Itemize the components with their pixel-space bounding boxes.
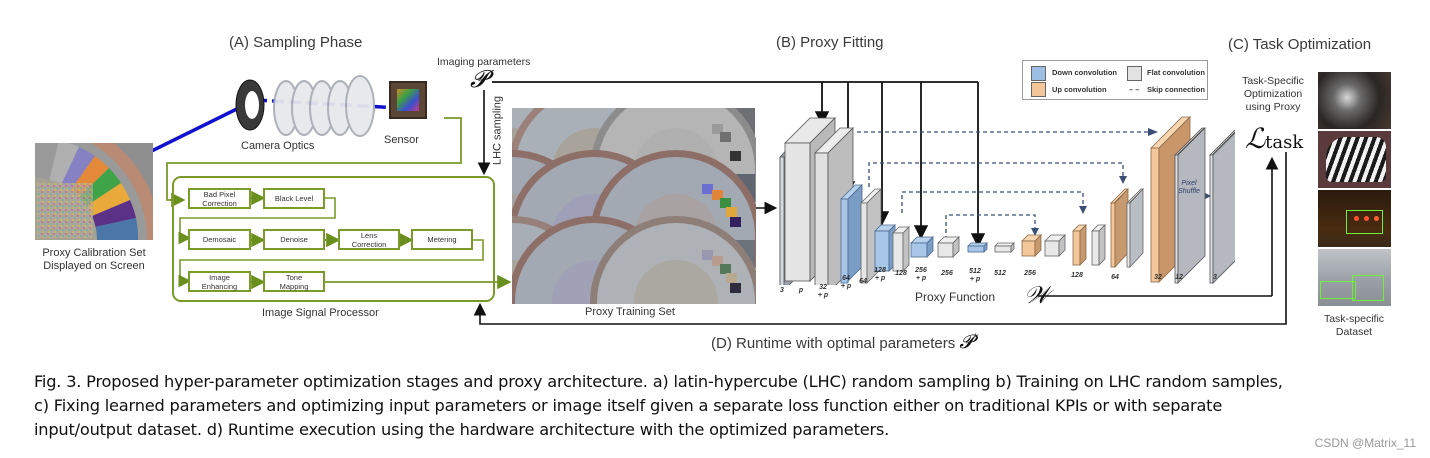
layer-label: 256 [941,270,953,277]
camera-optics-label: Camera Optics [241,140,315,152]
figure-caption: Fig. 3. Proposed hyper-parameter optimiz… [34,370,1414,442]
dataset-image-1 [1318,72,1391,129]
legend-up-label: Up convolution [1052,85,1107,94]
layer-label: 256 [1024,270,1036,277]
layer-label: 128 [1071,272,1083,279]
layer-label: 512 + p [969,268,981,283]
proxy-network-architecture [775,115,1241,297]
layer-label: 12 [1175,274,1183,281]
isp-block-black-level: Black Level [263,188,325,209]
isp-block-lens-correction: Lens Correction [338,229,400,250]
network-legend: Down convolution Flat convolution Up con… [1022,60,1208,100]
layer-label: 64 + p [840,275,852,290]
calibration-set-label: Proxy Calibration Set Displayed on Scree… [42,247,146,272]
legend-swatch-flat [1127,66,1142,81]
lhc-sampling-label: LHC sampling [491,95,504,166]
sensor-label: Sensor [384,134,419,146]
isp-block-image-enhancing: Image Enhancing [188,271,251,292]
section-title-sampling: (A) Sampling Phase [229,34,363,51]
isp-title: Image Signal Processor [262,307,379,319]
legend-flat-label: Flat convolution [1147,68,1205,77]
proxy-training-set-grid [426,84,762,388]
isp-block-metering: Metering [411,229,473,250]
task-dataset-label: Task-specific Dataset [1323,313,1385,338]
layer-label: p [798,287,804,294]
section-title-runtime: (D) Runtime with optimal parameters 𝓟* [711,331,978,353]
dataset-image-2 [1318,131,1391,188]
dataset-image-4 [1318,249,1391,306]
camera-optics-illustration [228,72,388,142]
isp-block-denoise: Denoise [263,229,325,250]
caption-line-2: c) Fixing learned parameters and optimiz… [34,396,1223,415]
task-loss-symbol: ℒtask [1245,122,1304,155]
isp-block-demosaic: Demosaic [188,229,251,250]
layer-label: 64 [1111,274,1119,281]
layer-label: 256 + p [915,267,927,282]
legend-skip-glyph: – – [1129,85,1140,94]
layer-label: 3 [780,287,784,294]
section-title-proxy-fitting: (B) Proxy Fitting [776,34,884,51]
caption-line-3: input/output dataset. d) Runtime executi… [34,420,890,439]
task-optimization-description: Task-Specific Optimization using Proxy [1242,75,1304,113]
pixel-shuffle-label: Pixel Shuffle [1178,180,1200,195]
proxy-training-set-label: Proxy Training Set [585,306,675,318]
imaging-parameters-symbol: 𝓟 [470,65,488,93]
legend-skip-label: Skip connection [1147,85,1205,94]
legend-down-label: Down convolution [1052,68,1117,77]
watermark: CSDN @Matrix_11 [1314,436,1416,450]
layer-label: 128 + p [874,267,886,282]
proxy-function-symbol: 𝒲 [1024,281,1050,309]
isp-block-bad-pixel-correction: Bad Pixel Correction [188,188,251,209]
layer-label: 3 [1213,274,1217,281]
legend-swatch-up [1031,82,1046,97]
layer-label: 32 [1154,274,1162,281]
proxy-calibration-image [35,143,153,240]
dataset-image-3 [1318,190,1391,247]
sensor-chip [389,81,427,119]
legend-swatch-down [1031,66,1046,81]
caption-line-1: Fig. 3. Proposed hyper-parameter optimiz… [34,372,1283,391]
layer-label: 128 [895,270,907,277]
layer-label: 512 [994,270,1006,277]
section-title-task-optimization: (C) Task Optimization [1228,36,1372,53]
imaging-parameters-label: Imaging parameters [437,56,531,68]
proxy-function-label: Proxy Function [915,290,996,304]
layer-label: 32 + p [817,284,829,299]
isp-block-tone-mapping: Tone Mapping [263,271,325,292]
layer-label: 64 [859,278,867,285]
